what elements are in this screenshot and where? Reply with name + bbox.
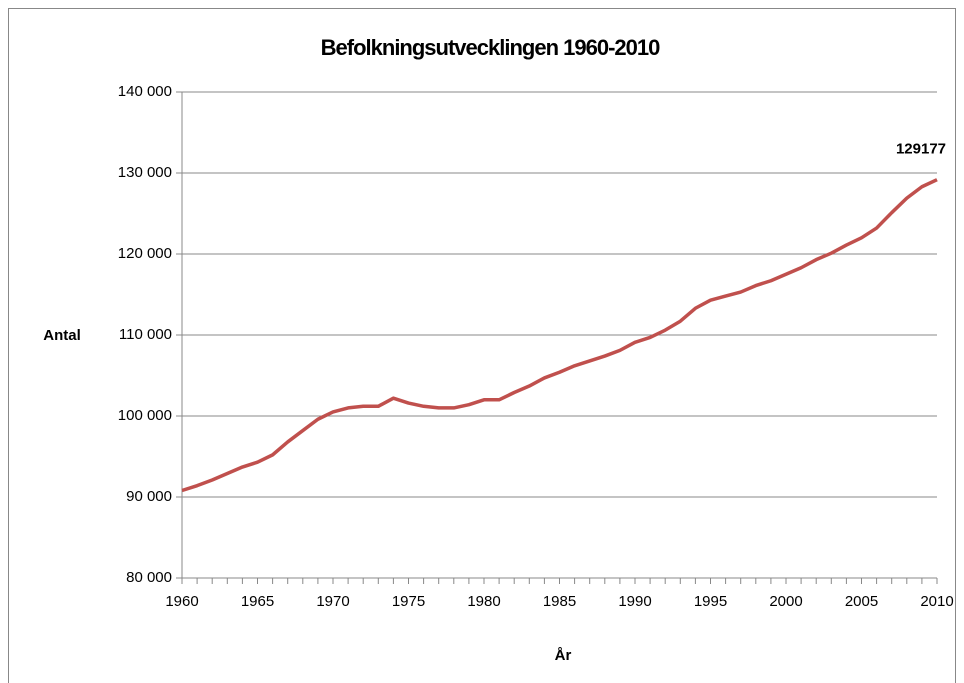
chart-title: Befolkningsutvecklingen 1960-2010 xyxy=(321,35,660,60)
y-tick-label: 90 000 xyxy=(126,488,172,505)
y-tick-label: 80 000 xyxy=(126,569,172,586)
x-tick-label: 1985 xyxy=(543,593,576,610)
x-tick-label: 1970 xyxy=(316,593,349,610)
x-tick-label: 2000 xyxy=(769,593,802,610)
x-tick-label: 1960 xyxy=(165,593,198,610)
x-tick-label: 1990 xyxy=(618,593,651,610)
y-tick-label: 100 000 xyxy=(118,407,172,424)
y-tick-label: 120 000 xyxy=(118,245,172,262)
x-tick-label: 1975 xyxy=(392,593,425,610)
x-tick-label: 1980 xyxy=(467,593,500,610)
y-tick-label: 110 000 xyxy=(119,326,172,343)
y-tick-label: 140 000 xyxy=(118,83,172,100)
x-tick-label: 1965 xyxy=(241,593,274,610)
x-axis-label: År xyxy=(555,647,572,664)
x-tick-label: 2005 xyxy=(845,593,878,610)
y-tick-label: 130 000 xyxy=(118,164,172,181)
y-axis-label: Antal xyxy=(43,327,81,344)
data-line xyxy=(181,178,938,493)
x-tick-label: 2010 xyxy=(920,593,953,610)
chart-frame xyxy=(8,8,956,683)
x-tick-label: 1995 xyxy=(694,593,727,610)
data-label: 129177 xyxy=(896,141,946,158)
